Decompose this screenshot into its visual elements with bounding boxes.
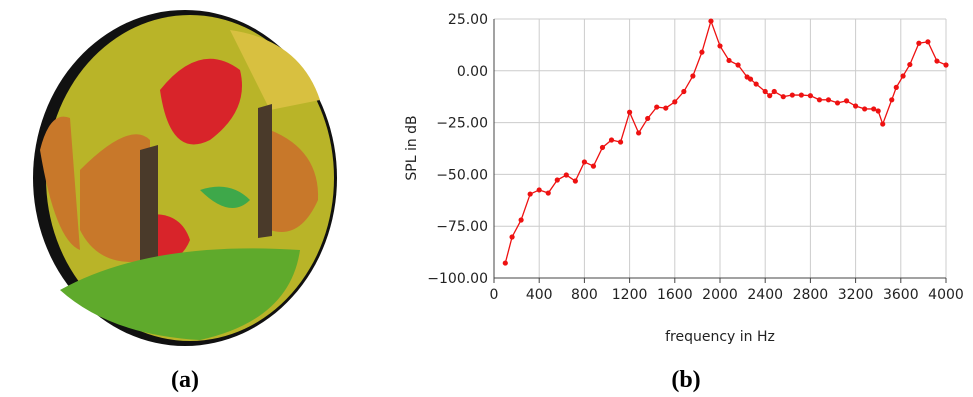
point xyxy=(645,116,650,121)
point xyxy=(699,50,704,55)
point xyxy=(564,172,569,177)
point xyxy=(880,121,885,126)
point xyxy=(767,93,772,98)
caption: (b) xyxy=(671,367,700,393)
point xyxy=(817,97,822,102)
point xyxy=(916,41,921,46)
x-tick-label: 800 xyxy=(571,287,598,303)
point xyxy=(925,39,930,44)
x-tick-label: 2800 xyxy=(793,287,829,303)
point xyxy=(889,97,894,102)
point xyxy=(790,92,795,97)
x-axis-label: frequency in Hz xyxy=(665,329,775,345)
x-tick-label: 3600 xyxy=(883,287,919,303)
point xyxy=(528,191,533,196)
point xyxy=(943,62,948,67)
point xyxy=(844,98,849,103)
point xyxy=(894,85,899,90)
point xyxy=(808,93,813,98)
x-tick-label: 0 xyxy=(490,287,499,303)
x-tick-label: 400 xyxy=(526,287,553,303)
y-axis-label: SPL in dB xyxy=(404,115,420,180)
x-tick-label: 2400 xyxy=(747,287,783,303)
point xyxy=(871,106,876,111)
point xyxy=(735,62,740,67)
point xyxy=(618,139,623,144)
point xyxy=(582,159,587,164)
point xyxy=(754,81,759,86)
point xyxy=(537,187,542,192)
point xyxy=(781,94,786,99)
point xyxy=(600,145,605,150)
point xyxy=(835,100,840,105)
y-tick-label: −50.00 xyxy=(436,167,488,183)
mesh-image xyxy=(33,10,337,346)
point xyxy=(726,58,731,63)
y-tick-label: −75.00 xyxy=(436,219,488,235)
point xyxy=(503,260,508,265)
point xyxy=(826,97,831,102)
x-tick-label: 2000 xyxy=(702,287,738,303)
point xyxy=(654,104,659,109)
point xyxy=(509,234,514,239)
x-tick-label: 4000 xyxy=(928,287,964,303)
caption: (a) xyxy=(171,367,199,393)
mesh-wall xyxy=(258,104,272,238)
point xyxy=(708,18,713,23)
x-tick-label: 3200 xyxy=(838,287,874,303)
point xyxy=(609,137,614,142)
point xyxy=(636,130,641,135)
y-tick-label: 0.00 xyxy=(457,64,488,80)
point xyxy=(591,164,596,169)
point xyxy=(876,108,881,113)
x-tick-label: 1600 xyxy=(657,287,693,303)
point xyxy=(853,103,858,108)
point xyxy=(799,92,804,97)
point xyxy=(690,73,695,78)
point xyxy=(748,76,753,81)
point xyxy=(862,106,867,111)
point xyxy=(681,89,686,94)
y-tick-label: 25.00 xyxy=(448,12,488,28)
point xyxy=(546,190,551,195)
point xyxy=(934,58,939,63)
point xyxy=(717,43,722,48)
y-tick-label: −25.00 xyxy=(436,116,488,132)
figure: (a) (b) frequency in Hz SPL in dB −100.0… xyxy=(0,0,973,393)
point xyxy=(772,89,777,94)
y-tick-label: −100.00 xyxy=(427,271,488,287)
point xyxy=(555,177,560,182)
point xyxy=(573,178,578,183)
point xyxy=(627,110,632,115)
point xyxy=(519,217,524,222)
point xyxy=(763,89,768,94)
point xyxy=(900,73,905,78)
mesh-wall xyxy=(140,145,158,270)
line xyxy=(505,21,946,263)
x-tick-label: 1200 xyxy=(612,287,648,303)
point xyxy=(907,62,912,67)
point xyxy=(663,105,668,110)
point xyxy=(672,99,677,104)
